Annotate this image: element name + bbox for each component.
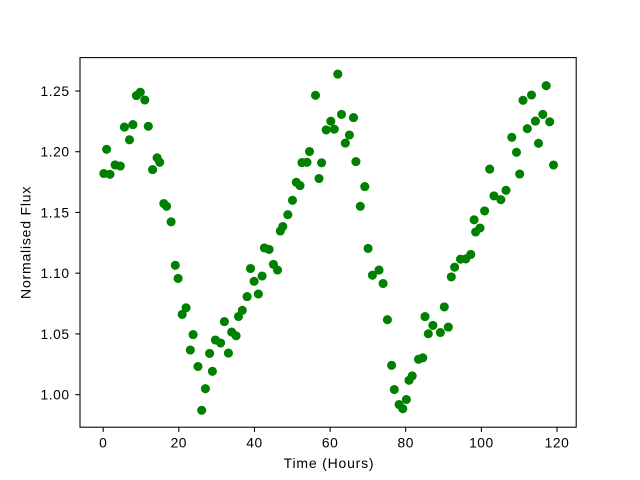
- svg-text:0: 0: [99, 435, 107, 450]
- svg-text:1.00: 1.00: [41, 388, 70, 403]
- svg-text:1.20: 1.20: [41, 145, 70, 160]
- svg-text:1.10: 1.10: [41, 266, 70, 281]
- svg-text:80: 80: [397, 435, 413, 450]
- svg-text:Normalised Flux: Normalised Flux: [17, 186, 33, 299]
- svg-text:1.15: 1.15: [41, 205, 70, 220]
- svg-text:40: 40: [246, 435, 262, 450]
- svg-text:120: 120: [545, 435, 570, 450]
- svg-text:1.25: 1.25: [41, 84, 70, 99]
- svg-text:1.05: 1.05: [41, 327, 70, 342]
- svg-text:60: 60: [322, 435, 338, 450]
- svg-text:100: 100: [469, 435, 494, 450]
- svg-text:20: 20: [171, 435, 187, 450]
- svg-text:Time (Hours): Time (Hours): [284, 455, 375, 471]
